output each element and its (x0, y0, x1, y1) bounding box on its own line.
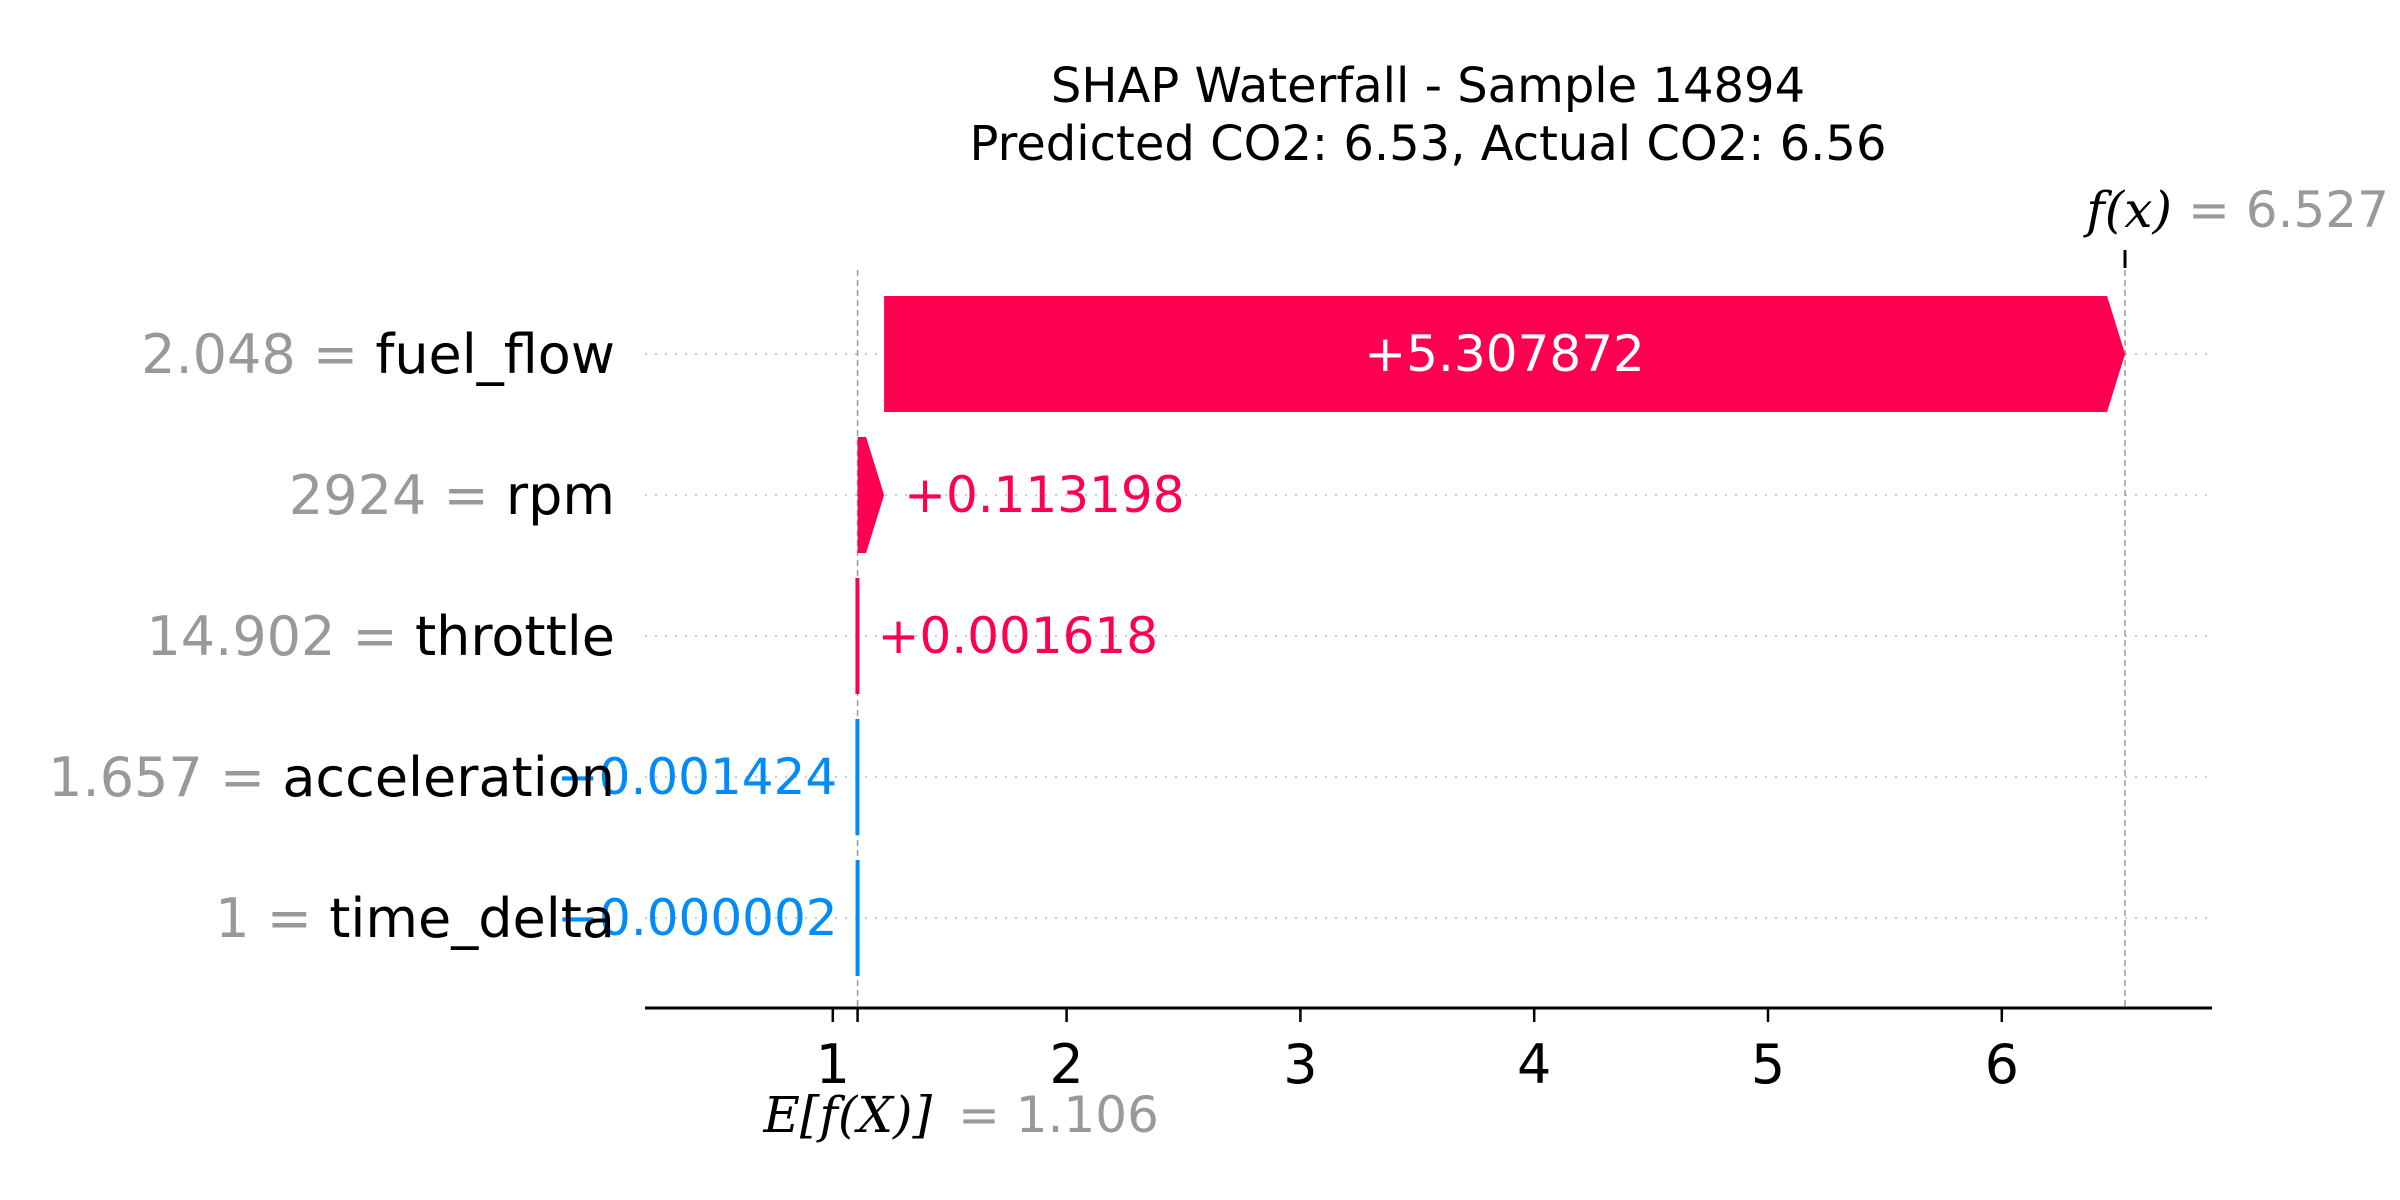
feature-value: 14.902 = (146, 605, 415, 668)
x-tick-label: 6 (1985, 1033, 2019, 1096)
bar-value-label: +0.113198 (904, 466, 1184, 524)
chart-title: SHAP Waterfall - Sample 14894 (1051, 58, 1805, 114)
feature-label: 1.657 = acceleration (48, 746, 615, 809)
feature-name: fuel_flow (375, 323, 615, 386)
shap-bar (857, 437, 885, 553)
feature-value: 1 = (215, 887, 329, 950)
bar-value-label: +0.001618 (878, 607, 1158, 665)
base-value-math: E[f(X)] (762, 1086, 932, 1144)
feature-value: 2924 = (289, 464, 506, 527)
feature-name: throttle (415, 605, 615, 668)
feature-labels: 2.048 = fuel_flow 2924 = rpm 14.902 = thro… (48, 323, 615, 950)
x-axis: 1 2 3 4 5 6 (645, 1006, 2212, 1096)
output-value-label: f(x) = 6.527 (2082, 181, 2389, 239)
shap-bar (855, 578, 860, 694)
feature-label: 2.048 = fuel_flow (141, 323, 615, 386)
x-tick-label: 2 (1049, 1033, 1083, 1096)
bar-value-label: −0.001424 (557, 748, 837, 806)
chart-subtitle: Predicted CO2: 6.53, Actual CO2: 6.56 (969, 116, 1886, 172)
base-value-label: E[f(X)] = 1.106 (762, 1086, 1159, 1144)
feature-label: 14.902 = throttle (146, 605, 615, 668)
feature-label: 2924 = rpm (289, 464, 615, 527)
shap-bar (855, 719, 860, 835)
feature-label: 1 = time_delta (215, 887, 615, 950)
shap-bar (884, 296, 2126, 412)
x-tick-label: 3 (1283, 1033, 1317, 1096)
x-tick-label: 1 (816, 1033, 850, 1096)
feature-name: rpm (506, 464, 615, 527)
feature-name: acceleration (282, 746, 615, 809)
output-value-number: = 6.527 (2188, 181, 2389, 239)
x-tick-label: 4 (1517, 1033, 1551, 1096)
x-tick-label: 5 (1751, 1033, 1785, 1096)
shap-bar (855, 860, 860, 976)
feature-name: time_delta (329, 887, 615, 950)
bars: +5.307872 +0.113198 +0.001618 −0.001424 −0.0… (557, 296, 2126, 976)
feature-value: 1.657 = (48, 746, 282, 809)
base-value-number: = 1.106 (958, 1086, 1159, 1144)
output-value-math: f(x) (2082, 181, 2172, 239)
bar-value-label: −0.000002 (557, 889, 837, 947)
bar-value-label: +5.307872 (1364, 325, 1644, 383)
feature-value: 2.048 = (141, 323, 375, 386)
